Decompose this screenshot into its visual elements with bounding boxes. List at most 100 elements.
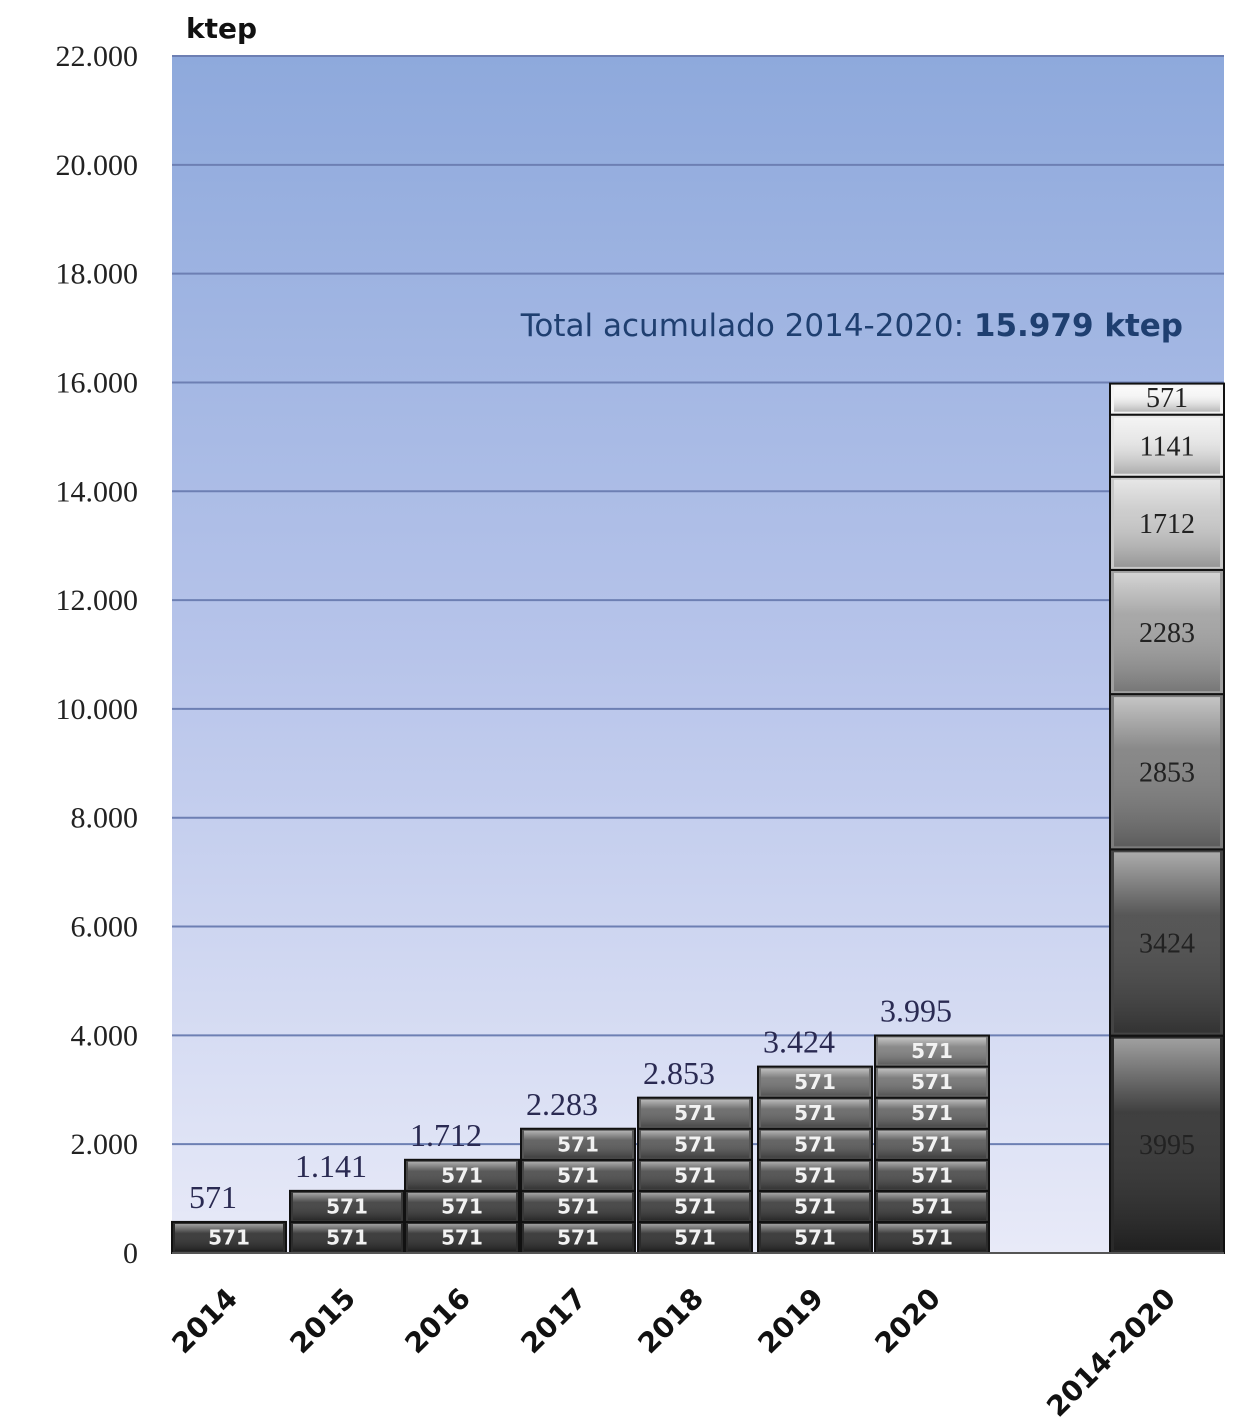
bar-segment-shine	[641, 1130, 749, 1158]
bar-segment-label: 571	[208, 1225, 250, 1249]
bar-segment-label: 571	[794, 1163, 836, 1187]
grid-lines	[172, 55, 1224, 1146]
plot-background	[172, 56, 1224, 1253]
bar-segment-shine	[641, 1223, 749, 1251]
bar-segment-label: 571	[911, 1194, 953, 1218]
bar-segment-shine	[761, 1192, 869, 1220]
x-tick-label: 2018	[632, 1282, 710, 1360]
bar-segment-label: 571	[441, 1163, 483, 1187]
bar-segment-label: 571	[557, 1163, 599, 1187]
bar-segment-label: 2853	[1139, 758, 1195, 789]
y-tick-label: 20.000	[56, 149, 139, 182]
bar-segment-shine	[878, 1037, 986, 1065]
total-annotation-prefix: Total acumulado 2014-2020:	[520, 308, 974, 344]
bar-segment-shine	[878, 1099, 986, 1127]
total-annotation: Total acumulado 2014-2020: 15.979 ktep	[520, 308, 1183, 344]
bar-segment-shine	[878, 1130, 986, 1158]
total-annotation-value: 15.979 ktep	[974, 308, 1183, 344]
bar-segment-shine	[878, 1068, 986, 1096]
bar-segment-label: 3424	[1139, 928, 1195, 959]
bars	[171, 382, 1225, 1255]
bar-segment-label: 571	[794, 1225, 836, 1249]
y-tick-label: 18.000	[56, 258, 139, 291]
x-tick-label: 2019	[752, 1282, 830, 1360]
bar-segment-shine	[524, 1161, 632, 1189]
bar-segment-label: 571	[557, 1225, 599, 1249]
bar-segment-label: 571	[674, 1194, 716, 1218]
bar-total-label: 3.995	[880, 993, 952, 1029]
bar-segment-label: 3995	[1139, 1130, 1195, 1161]
bar-total-label: 2.283	[526, 1086, 598, 1122]
bar-segment-shine	[878, 1192, 986, 1220]
bar-segment-label: 571	[911, 1070, 953, 1094]
bar-segment-shine	[761, 1130, 869, 1158]
bar-total-label: 1.712	[410, 1117, 482, 1153]
bar-segment-label: 571	[674, 1225, 716, 1249]
y-tick-label: 6.000	[71, 911, 139, 944]
bar-segment-shine	[1114, 852, 1220, 1033]
bar-segment-label: 571	[557, 1132, 599, 1156]
bar-segment-shine	[761, 1161, 869, 1189]
x-tick-label: 2015	[284, 1282, 362, 1360]
bar-segment-shine	[1114, 479, 1220, 567]
y-tick-label: 12.000	[56, 584, 139, 617]
bar-segment-shine	[524, 1192, 632, 1220]
bar-segment-shine	[641, 1161, 749, 1189]
bar-total-label: 571	[189, 1179, 237, 1215]
x-tick-label: 2017	[515, 1282, 593, 1360]
bar-total-label: 1.141	[295, 1148, 367, 1184]
bar-segment-label: 571	[911, 1225, 953, 1249]
bar-segment-shine	[524, 1223, 632, 1251]
bar-segment-shine	[641, 1099, 749, 1127]
y-tick-label: 22.000	[56, 40, 139, 73]
bar-segment-shine	[1114, 1038, 1220, 1250]
bar-segment-label: 571	[911, 1132, 953, 1156]
y-tick-label: 2.000	[71, 1128, 139, 1161]
bar-segment-shine	[293, 1223, 401, 1251]
bar-total-label: 2.853	[643, 1055, 715, 1091]
x-axis-ticks: 2014 2015 2016 2017 2018 2019 2020 2014-2020	[166, 1282, 1182, 1422]
x-tick-label: 2016	[399, 1282, 477, 1360]
y-tick-label: 14.000	[56, 475, 139, 508]
y-tick-label: 8.000	[71, 802, 139, 835]
bar-segment-shine	[1114, 697, 1220, 847]
bar-segment-label: 571	[794, 1132, 836, 1156]
x-tick-label: 2014-2020	[1040, 1282, 1182, 1422]
bar-total-label: 3.424	[763, 1024, 835, 1060]
bar-segment-label: 571	[794, 1194, 836, 1218]
bar-labels: 571 571 571 571 1.141 571 571 571 1.712 571 571 571…	[189, 383, 1195, 1250]
bar-segment-label: 571	[1146, 383, 1188, 414]
bar-segment-shine	[293, 1192, 401, 1220]
bar-segment-label: 571	[794, 1070, 836, 1094]
bar-segment-label: 571	[441, 1225, 483, 1249]
bar-segment-shine	[175, 1223, 283, 1251]
bar-segment-shine	[1114, 417, 1220, 474]
bar-segment-label: 571	[674, 1163, 716, 1187]
bar-segment-label: 571	[441, 1194, 483, 1218]
bar-segment-label: 571	[674, 1101, 716, 1125]
bar-segment-label: 571	[911, 1163, 953, 1187]
bar-segment-shine	[524, 1130, 632, 1158]
bar-segment-shine	[761, 1099, 869, 1127]
bar-segment-shine	[641, 1192, 749, 1220]
bar-segment-shine	[1114, 386, 1220, 412]
bar-segment-shine	[878, 1161, 986, 1189]
bar-segment-label: 571	[674, 1132, 716, 1156]
bar-segment-shine	[878, 1223, 986, 1251]
y-tick-label: 16.000	[56, 366, 139, 399]
bar-segment-label: 571	[911, 1039, 953, 1063]
bar-segment-label: 571	[326, 1225, 368, 1249]
bar-segment-label: 571	[794, 1101, 836, 1125]
bar-segment-shine	[408, 1223, 516, 1251]
bar-segment-label: 1712	[1139, 509, 1195, 540]
bar-segment-shine	[408, 1192, 516, 1220]
bar-segment-label: 571	[557, 1194, 599, 1218]
bar-segment-label: 1141	[1140, 432, 1195, 463]
y-tick-label: 10.000	[56, 693, 139, 726]
bar-segment-label: 571	[326, 1194, 368, 1218]
bar-segment-label: 571	[911, 1101, 953, 1125]
bar-segment-label: 2283	[1139, 618, 1195, 649]
bar-segment-shine	[761, 1068, 869, 1096]
